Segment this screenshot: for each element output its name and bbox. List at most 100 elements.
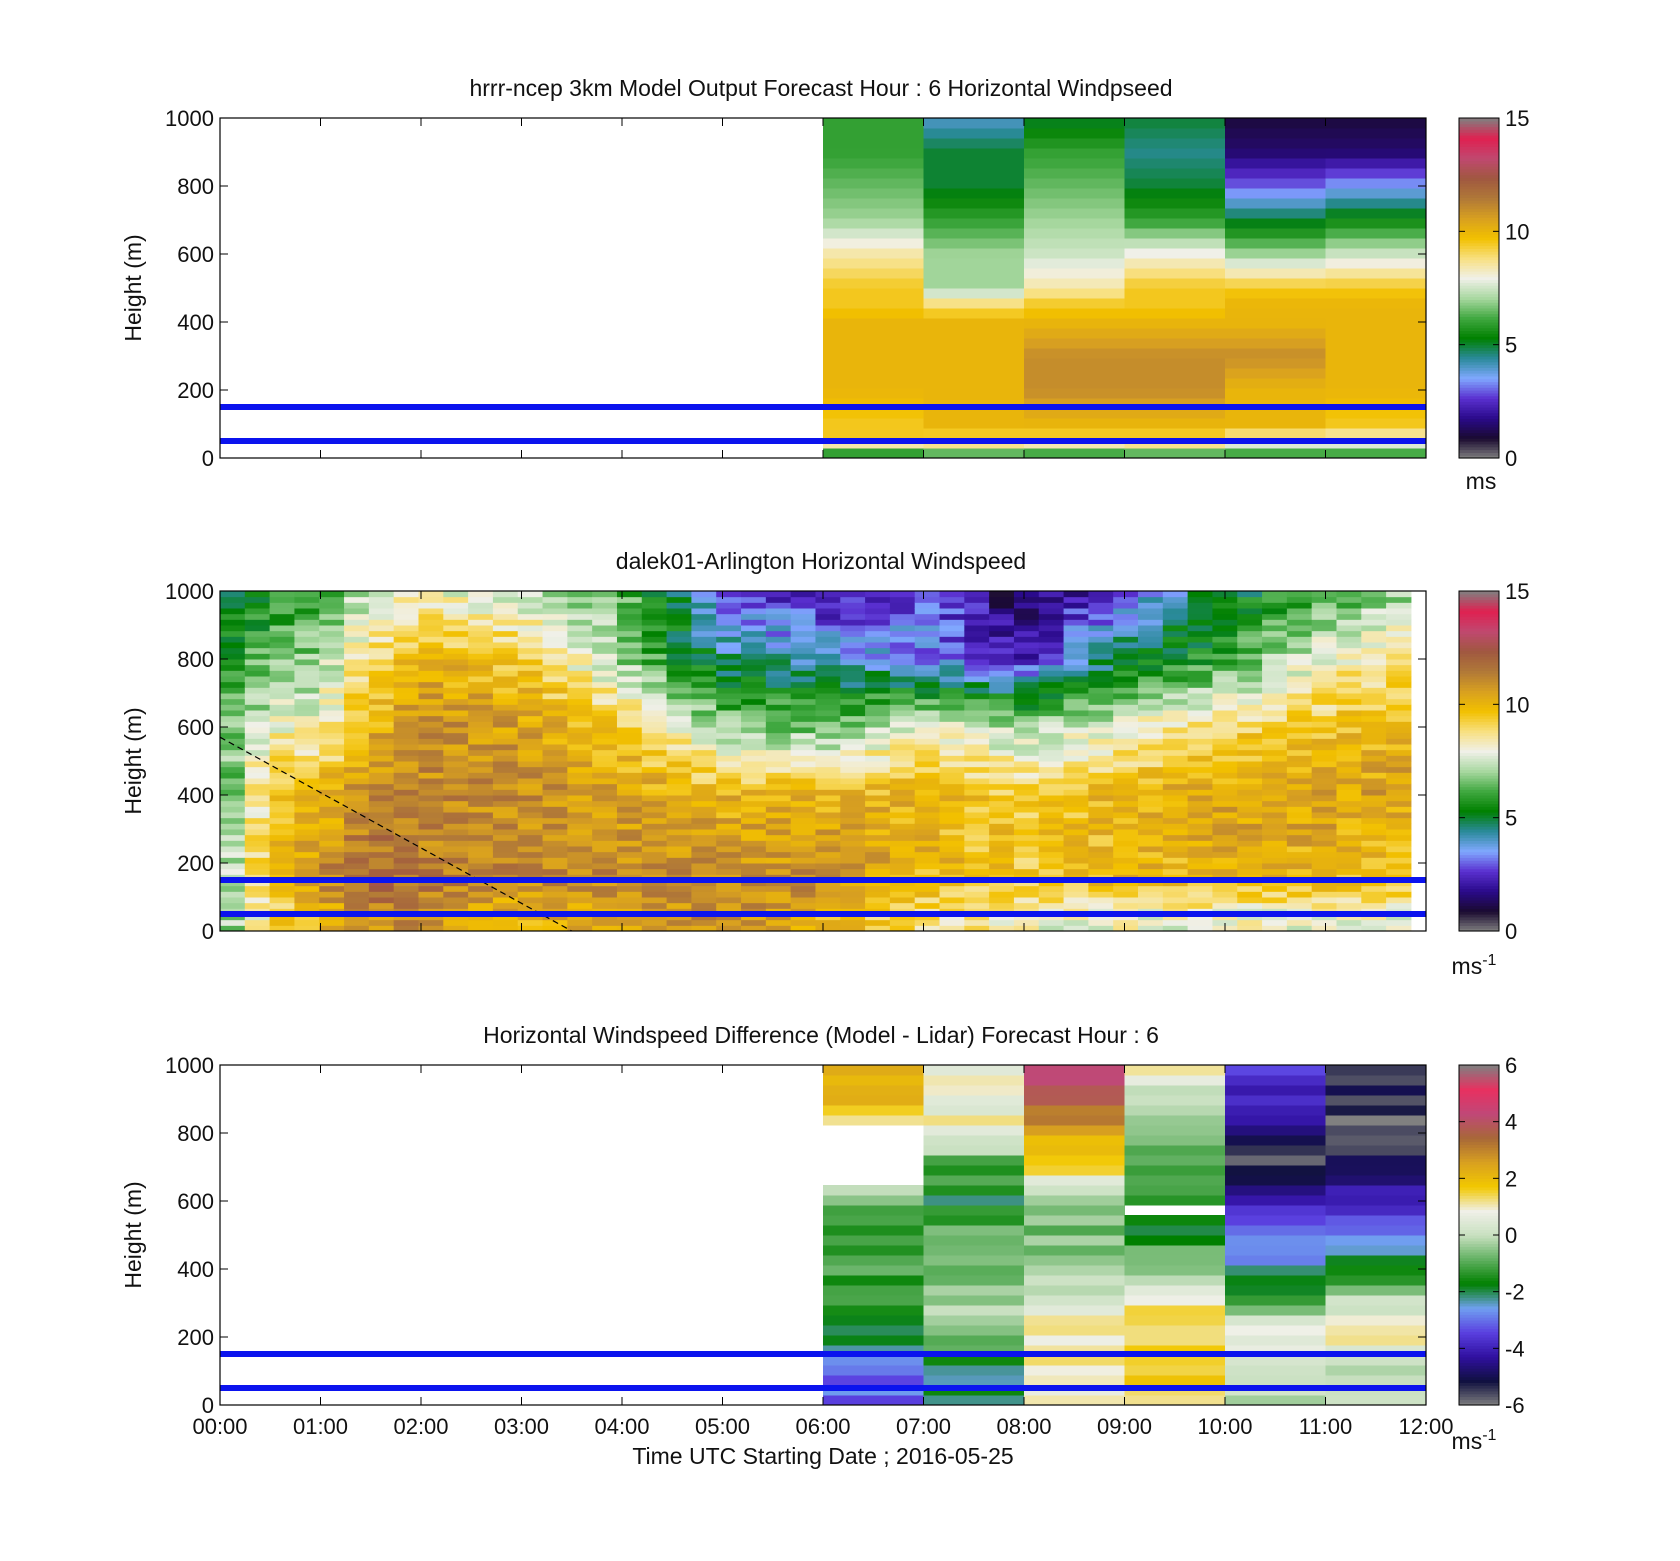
- heatmap-cell: [517, 591, 544, 598]
- heatmap-cell: [393, 613, 419, 620]
- colorbar-segment: [1459, 605, 1499, 609]
- heatmap-cell: [244, 721, 271, 728]
- heatmap-cell: [567, 863, 593, 870]
- heatmap-cell: [716, 806, 742, 813]
- heatmap-cell: [1325, 1395, 1427, 1406]
- heatmap-cell: [989, 596, 1015, 603]
- heatmap-cell: [220, 863, 246, 870]
- heatmap-cell: [914, 693, 941, 700]
- heatmap-cell: [914, 619, 941, 626]
- heatmap-cell: [1124, 1265, 1226, 1276]
- colorbar-segment: [1459, 1192, 1499, 1196]
- heatmap-cell: [468, 772, 494, 779]
- heatmap-cell: [964, 636, 990, 643]
- heatmap-cell: [244, 613, 271, 620]
- heatmap-cell: [1013, 744, 1040, 751]
- heatmap-cell: [1212, 625, 1238, 632]
- heatmap-cell: [889, 885, 916, 892]
- heatmap-cell: [865, 823, 891, 830]
- heatmap-cell: [1237, 738, 1263, 745]
- heatmap-cell: [1124, 418, 1226, 429]
- heatmap-cell: [914, 681, 941, 688]
- colorbar-segment: [1459, 1274, 1499, 1279]
- heatmap-cell: [691, 659, 717, 666]
- heatmap-cell: [1113, 715, 1139, 722]
- heatmap-cell: [741, 676, 767, 683]
- colorbar-segment: [1459, 1351, 1499, 1355]
- heatmap-cell: [823, 1085, 924, 1096]
- heatmap-cell: [1124, 1185, 1226, 1196]
- heatmap-cell: [716, 800, 742, 807]
- heatmap-cell: [641, 925, 668, 932]
- heatmap-cell: [666, 851, 692, 858]
- heatmap-cell: [1088, 670, 1114, 677]
- heatmap-cell: [716, 670, 742, 677]
- heatmap-cell: [790, 681, 816, 688]
- heatmap-cell: [964, 812, 990, 819]
- heatmap-cell: [1124, 128, 1226, 139]
- heatmap-cell: [1336, 642, 1362, 649]
- heatmap-cell: [269, 800, 295, 807]
- colorbar-segment: [1459, 1138, 1499, 1143]
- heatmap-cell: [220, 738, 246, 745]
- heatmap-cell: [344, 761, 370, 768]
- heatmap-cell: [1212, 744, 1238, 751]
- heatmap-cell: [865, 676, 891, 683]
- colorbar-segment: [1459, 259, 1499, 264]
- colorbar-segment: [1459, 1249, 1499, 1253]
- heatmap-cell: [741, 681, 767, 688]
- heatmap-cell: [592, 823, 618, 830]
- heatmap-cell: [1237, 664, 1263, 671]
- heatmap-cell: [939, 772, 965, 779]
- heatmap-cell: [1225, 1275, 1326, 1286]
- heatmap-cell: [1212, 868, 1238, 875]
- colorbar-segment: [1459, 814, 1499, 819]
- heatmap-cell: [741, 868, 767, 875]
- heatmap-cell: [914, 880, 941, 887]
- heatmap-cell: [666, 846, 692, 853]
- heatmap-cell: [1063, 834, 1089, 841]
- colorbar-segment: [1459, 152, 1499, 156]
- heatmap-cell: [616, 851, 643, 858]
- heatmap-cell: [1162, 619, 1189, 626]
- heatmap-cell: [815, 857, 841, 864]
- heatmap-cell: [1138, 919, 1164, 926]
- heatmap-cell: [1311, 670, 1337, 677]
- colorbar-segment: [1459, 214, 1499, 218]
- colorbar-segment: [1459, 738, 1499, 742]
- colorbar-segment: [1459, 288, 1499, 292]
- heatmap-cell: [716, 772, 742, 779]
- heatmap-cell: [989, 823, 1015, 830]
- heatmap-cell: [823, 238, 924, 249]
- heatmap-cell: [964, 919, 990, 926]
- heatmap-cell: [1187, 755, 1213, 762]
- heatmap-cell: [368, 732, 395, 739]
- heatmap-cell: [542, 687, 568, 694]
- heatmap-cell: [1063, 851, 1089, 858]
- heatmap-cell: [641, 676, 668, 683]
- heatmap-cell: [1286, 766, 1313, 773]
- heatmap-cell: [1138, 902, 1164, 909]
- heatmap-cell: [220, 840, 246, 847]
- heatmap-cell: [716, 749, 742, 756]
- heatmap-cell: [1024, 418, 1125, 429]
- heatmap-cell: [319, 783, 345, 790]
- heatmap-cell: [244, 727, 271, 734]
- colorbar-segment: [1459, 282, 1499, 286]
- y-axis-label: Height (m): [120, 1181, 146, 1288]
- heatmap-cell: [517, 823, 544, 830]
- heatmap-cell: [914, 840, 941, 847]
- heatmap-cell: [1262, 806, 1288, 813]
- heatmap-cell: [1024, 1375, 1125, 1386]
- colorbar-segment: [1459, 1084, 1499, 1089]
- heatmap-cell: [319, 721, 345, 728]
- heatmap-cell: [790, 761, 816, 768]
- heatmap-cell: [741, 761, 767, 768]
- colorbar-segment: [1459, 415, 1499, 419]
- heatmap-cell: [1237, 670, 1263, 677]
- heatmap-cell: [616, 840, 643, 847]
- heatmap-cell: [1187, 851, 1213, 858]
- heatmap-cell: [492, 800, 519, 807]
- heatmap-cell: [1286, 653, 1313, 660]
- heatmap-cell: [542, 670, 568, 677]
